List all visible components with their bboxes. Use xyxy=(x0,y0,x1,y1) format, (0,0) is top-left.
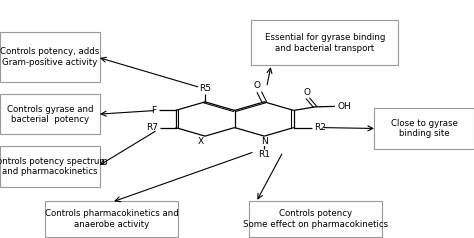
Text: OH: OH xyxy=(337,102,351,111)
Text: R5: R5 xyxy=(199,84,211,93)
FancyBboxPatch shape xyxy=(0,146,100,187)
Text: Essential for gyrase binding
and bacterial transport: Essential for gyrase binding and bacteri… xyxy=(264,33,385,53)
Text: O: O xyxy=(303,88,310,97)
Text: Controls potency, adds
Gram-positive activity: Controls potency, adds Gram-positive act… xyxy=(0,47,100,67)
Text: Controls potency spectrum
and pharmacokinetics: Controls potency spectrum and pharmacoki… xyxy=(0,157,108,176)
Text: Controls gyrase and
bacterial  potency: Controls gyrase and bacterial potency xyxy=(7,104,93,124)
Text: R1: R1 xyxy=(258,150,270,159)
Text: R7: R7 xyxy=(146,123,158,132)
FancyBboxPatch shape xyxy=(0,32,100,82)
Text: R2: R2 xyxy=(314,123,326,132)
FancyBboxPatch shape xyxy=(0,94,100,134)
Text: O: O xyxy=(254,81,261,90)
Text: F: F xyxy=(151,106,156,115)
FancyBboxPatch shape xyxy=(249,201,382,237)
FancyBboxPatch shape xyxy=(251,20,398,65)
Text: Close to gyrase
binding site: Close to gyrase binding site xyxy=(391,119,458,138)
Text: N: N xyxy=(261,137,267,146)
FancyBboxPatch shape xyxy=(45,201,178,237)
Text: Controls pharmacokinetics and
anaerobe activity: Controls pharmacokinetics and anaerobe a… xyxy=(45,209,178,229)
FancyBboxPatch shape xyxy=(374,108,474,149)
Text: Controls potency
Some effect on pharmacokinetics: Controls potency Some effect on pharmaco… xyxy=(243,209,388,229)
Text: X: X xyxy=(198,137,204,146)
